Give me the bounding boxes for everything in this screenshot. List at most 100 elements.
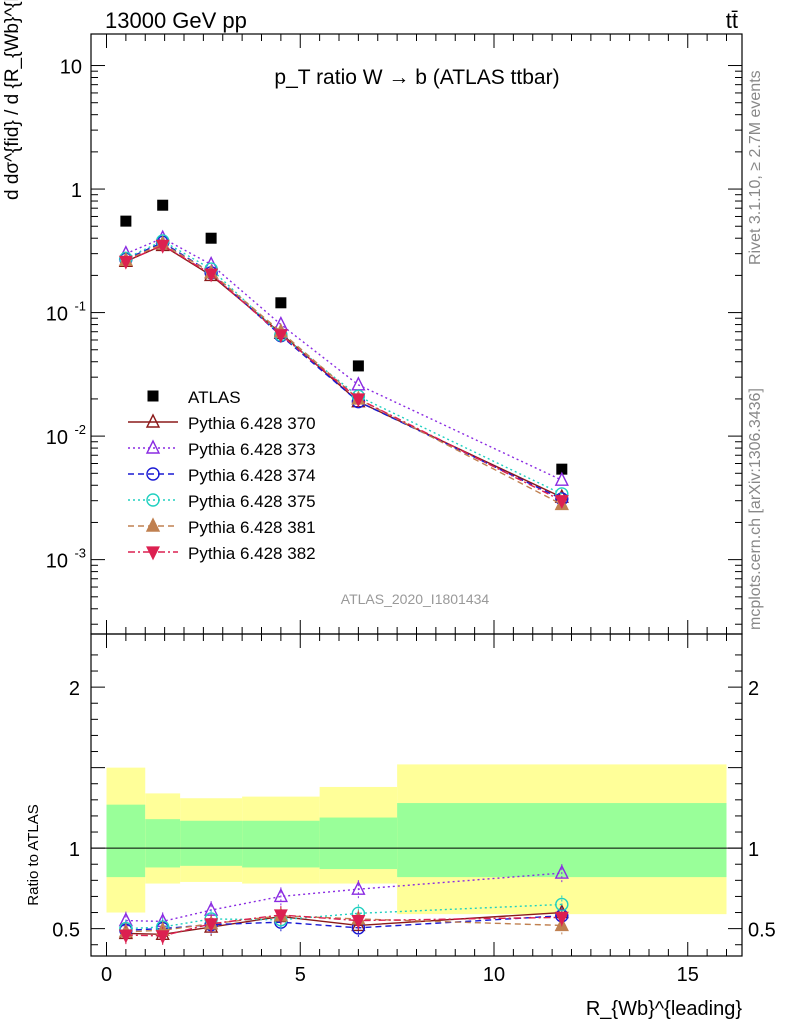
legend-label-pythia-6-428-370: Pythia 6.428 370 [188,414,316,433]
ratio-point-pythia-6-428-373 [351,880,366,895]
ratio-series [118,864,569,945]
x-tick-label: 0 [101,964,112,986]
header-process-label: tt̄ [726,8,738,33]
legend-entry-atlas: ATLAS [147,388,241,407]
main-y-tick-label: 1 [71,180,82,202]
point-pythia-6-428-382 [554,495,569,510]
series-atlas [120,199,568,475]
side-text-mcplots: mcplots.cern.ch [arXiv:1306.3436] [747,388,764,630]
ratio-y-tick-label-right: 0.5 [748,920,776,942]
legend-marker-pythia-6-428-373 [145,439,161,454]
point-atlas [120,215,132,227]
main-y-tick-label: 10 -3 [46,546,86,573]
main-y-axis-label: d dσ^{fid} / d {R_{Wb}^{leading}} [pb] [2,0,23,200]
legend-label-pythia-6-428-374: Pythia 6.428 374 [188,466,316,485]
x-axis-label: R_{Wb}^{leading} [586,998,742,1020]
main-y-tick-label: 10 -2 [46,422,86,449]
main-y-axis-title: d dσ^{fid} / d {R_{Wb}^{leading}} [pb] [2,0,23,200]
legend-label-pythia-6-428-381: Pythia 6.428 381 [188,518,316,537]
legend-label-pythia-6-428-382: Pythia 6.428 382 [188,544,316,563]
ratio-y-tick-label-left: 0.5 [52,920,80,942]
ratio-band-inner [180,820,243,866]
ratio-band-inner [319,817,398,870]
main-y-tick-label-exp: -2 [74,422,86,437]
point-atlas [352,360,364,372]
point-pythia-6-428-373 [351,376,366,391]
ratio-band-inner [242,820,320,868]
legend-entry-pythia-6-428-373: Pythia 6.428 373 [128,439,316,459]
legend-entry-pythia-6-428-381: Pythia 6.428 381 [128,517,316,537]
legend-marker-atlas [147,390,159,402]
ratio-series-pythia-6-428-382 [118,905,569,945]
legend-marker-pythia-6-428-382 [146,546,160,561]
header-energy-label: 13000 GeV pp [105,8,247,33]
series-pythia-6-428-370 [118,236,569,503]
ratio-line-pythia-6-428-373 [125,872,562,923]
main-y-tick-label-base: 10 [46,427,68,449]
series-pythia-6-428-375 [119,234,569,501]
x-tick-label: 5 [295,964,306,986]
main-y-tick-label: 10 [60,57,82,79]
main-series [118,199,569,511]
legend-marker-pythia-6-428-370 [145,413,161,428]
point-atlas [556,463,568,475]
legend-entry-pythia-6-428-370: Pythia 6.428 370 [128,413,316,433]
main-y-tick-label-exp: -1 [74,299,86,314]
ratio-point-pythia-6-428-382 [351,914,366,929]
point-pythia-6-428-373 [554,471,569,486]
series-line-pythia-6-428-374 [125,241,563,500]
point-atlas [275,297,287,309]
analysis-watermark: ATLAS_2020_I1801434 [341,591,490,607]
plot-title: p_T ratio W → b (ATLAS ttbar) [274,66,559,89]
legend-marker-pythia-6-428-374 [146,467,160,481]
point-pythia-6-428-382 [351,393,366,408]
series-line-pythia-6-428-382 [125,244,563,502]
ratio-point-pythia-6-428-375 [555,897,569,912]
ratio-point-pythia-6-428-382 [118,929,133,944]
side-text-rivet: Rivet 3.1.10, ≥ 2.7M events [747,70,764,265]
axes: 10 -3 10 -2 10 -1 1 10 0 5 10 15 0.5 0.5 1 1 2 2 [46,33,776,986]
point-pythia-6-428-382 [118,255,133,270]
series-line-pythia-6-428-370 [125,244,563,498]
series-pythia-6-428-374 [119,235,569,506]
ratio-band-inner [145,819,181,868]
x-tick-label: 10 [483,964,505,986]
legend-entry-pythia-6-428-382: Pythia 6.428 382 [128,544,316,563]
series-pythia-6-428-382 [118,239,569,510]
legend-entry-pythia-6-428-374: Pythia 6.428 374 [128,466,316,485]
ratio-y-tick-label-right: 1 [748,839,759,861]
point-pythia-6-428-382 [204,268,219,283]
main-y-tick-label-text: 10 [60,57,82,79]
ratio-y-tick-label-left: 2 [69,678,80,700]
main-y-tick-label-exp: -3 [74,546,86,561]
main-y-tick-label-base: 10 [46,304,68,326]
legend-label-atlas: ATLAS [188,388,241,407]
legend-marker-pythia-6-428-375 [146,493,160,507]
ratio-point-pythia-6-428-382 [554,911,569,926]
main-y-tick-label: 10 -1 [46,299,86,326]
ratio-point-pythia-6-428-373 [273,887,289,903]
ratio-point-pythia-6-428-382 [273,909,288,924]
x-tick-label: 15 [677,964,699,986]
ratio-y-axis-label: Ratio to ATLAS [25,804,42,905]
point-pythia-6-428-382 [155,239,170,254]
point-pythia-6-428-382 [273,329,288,344]
legend-marker-pythia-6-428-381 [145,517,161,532]
main-y-tick-label-base: 10 [46,551,68,573]
main-y-tick-label-text: 1 [71,180,82,202]
legend-label-pythia-6-428-375: Pythia 6.428 375 [188,492,316,511]
ratio-point-pythia-6-428-373 [554,864,569,879]
ratio-line-pythia-6-428-382 [125,914,562,937]
ratio-y-tick-label-left: 1 [69,839,80,861]
ratio-bands [91,764,742,915]
ratio-y-axis-title: Ratio to ATLAS [25,804,42,905]
ratio-point-pythia-6-428-382 [204,918,219,933]
legend-label-pythia-6-428-373: Pythia 6.428 373 [188,440,316,459]
series-line-pythia-6-428-373 [125,237,563,481]
legend-entry-pythia-6-428-375: Pythia 6.428 375 [128,492,316,511]
ratio-point-pythia-6-428-382 [155,930,170,945]
ratio-band-inner [106,804,146,878]
ratio-y-tick-label-right: 2 [748,678,759,700]
point-atlas [205,232,217,244]
